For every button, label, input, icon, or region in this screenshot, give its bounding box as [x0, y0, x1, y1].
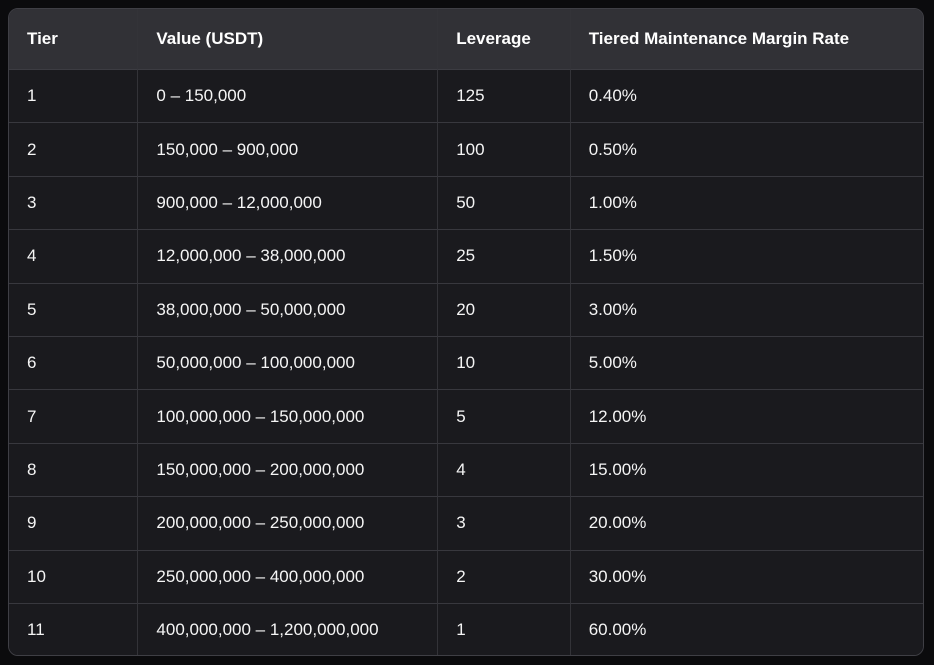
- table-row: 8 150,000,000 – 200,000,000 4 15.00%: [9, 443, 923, 498]
- cell-tier: 3: [9, 176, 138, 231]
- cell-tier: 8: [9, 443, 138, 498]
- cell-value: 400,000,000 – 1,200,000,000: [137, 604, 438, 655]
- cell-leverage: 100: [437, 123, 570, 177]
- column-header-leverage: Leverage: [437, 9, 570, 70]
- maintenance-margin-table-container: Tier Value (USDT) Leverage Tiered Mainte…: [8, 8, 924, 656]
- column-header-rate: Tiered Maintenance Margin Rate: [569, 9, 923, 70]
- cell-leverage: 20: [437, 283, 570, 338]
- cell-tier: 4: [9, 230, 138, 284]
- cell-rate: 3.00%: [569, 283, 923, 338]
- cell-tier: 7: [9, 390, 138, 444]
- table-row: 9 200,000,000 – 250,000,000 3 20.00%: [9, 497, 923, 551]
- column-header-value: Value (USDT): [137, 9, 438, 70]
- table-row: 6 50,000,000 – 100,000,000 10 5.00%: [9, 337, 923, 391]
- table-header-row: Tier Value (USDT) Leverage Tiered Mainte…: [9, 9, 923, 70]
- cell-value: 100,000,000 – 150,000,000: [137, 390, 438, 444]
- maintenance-margin-table: Tier Value (USDT) Leverage Tiered Mainte…: [9, 9, 923, 655]
- table-row: 3 900,000 – 12,000,000 50 1.00%: [9, 176, 923, 231]
- table-row: 1 0 – 150,000 125 0.40%: [9, 70, 923, 124]
- cell-rate: 15.00%: [569, 443, 923, 498]
- cell-tier: 2: [9, 123, 138, 177]
- cell-value: 38,000,000 – 50,000,000: [137, 283, 438, 338]
- table-row: 7 100,000,000 – 150,000,000 5 12.00%: [9, 390, 923, 444]
- cell-value: 50,000,000 – 100,000,000: [137, 337, 438, 391]
- cell-tier: 6: [9, 337, 138, 391]
- cell-leverage: 125: [437, 70, 570, 124]
- cell-rate: 60.00%: [569, 604, 923, 655]
- cell-leverage: 1: [437, 604, 570, 655]
- cell-rate: 0.40%: [569, 70, 923, 124]
- cell-leverage: 25: [437, 230, 570, 284]
- cell-rate: 20.00%: [569, 497, 923, 551]
- cell-leverage: 10: [437, 337, 570, 391]
- cell-tier: 11: [9, 604, 138, 655]
- column-header-tier: Tier: [9, 9, 138, 70]
- cell-rate: 1.00%: [569, 176, 923, 231]
- table-row: 5 38,000,000 – 50,000,000 20 3.00%: [9, 283, 923, 338]
- cell-tier: 1: [9, 70, 138, 124]
- cell-leverage: 50: [437, 176, 570, 231]
- cell-value: 12,000,000 – 38,000,000: [137, 230, 438, 284]
- cell-value: 250,000,000 – 400,000,000: [137, 550, 438, 605]
- cell-leverage: 4: [437, 443, 570, 498]
- cell-leverage: 5: [437, 390, 570, 444]
- table-row: 10 250,000,000 – 400,000,000 2 30.00%: [9, 550, 923, 605]
- cell-rate: 30.00%: [569, 550, 923, 605]
- cell-value: 0 – 150,000: [137, 70, 438, 124]
- cell-value: 200,000,000 – 250,000,000: [137, 497, 438, 551]
- cell-leverage: 3: [437, 497, 570, 551]
- table-row: 11 400,000,000 – 1,200,000,000 1 60.00%: [9, 604, 923, 655]
- cell-rate: 5.00%: [569, 337, 923, 391]
- cell-rate: 1.50%: [569, 230, 923, 284]
- cell-value: 150,000 – 900,000: [137, 123, 438, 177]
- cell-tier: 5: [9, 283, 138, 338]
- table-row: 2 150,000 – 900,000 100 0.50%: [9, 123, 923, 177]
- cell-value: 900,000 – 12,000,000: [137, 176, 438, 231]
- cell-value: 150,000,000 – 200,000,000: [137, 443, 438, 498]
- cell-tier: 9: [9, 497, 138, 551]
- cell-tier: 10: [9, 550, 138, 605]
- cell-rate: 0.50%: [569, 123, 923, 177]
- cell-rate: 12.00%: [569, 390, 923, 444]
- table-row: 4 12,000,000 – 38,000,000 25 1.50%: [9, 230, 923, 284]
- cell-leverage: 2: [437, 550, 570, 605]
